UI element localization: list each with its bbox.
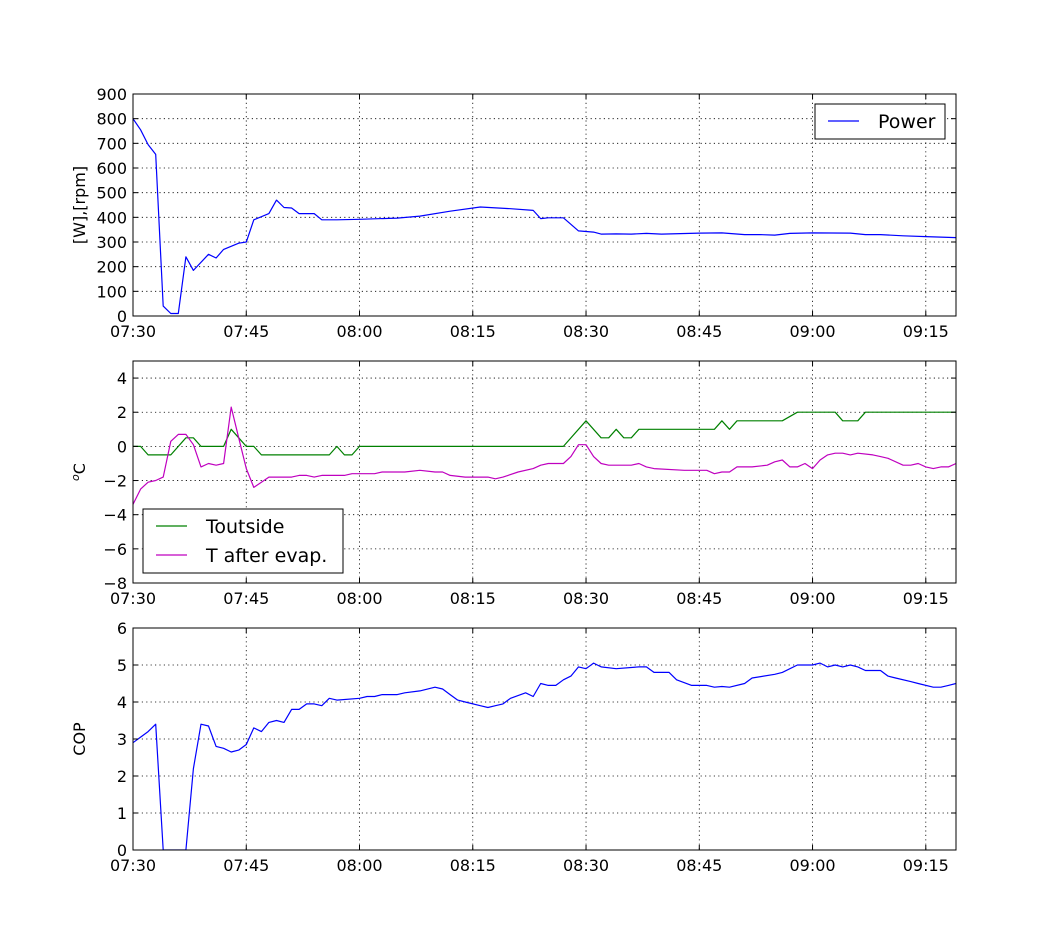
x-tick-label: 08:30 (563, 322, 609, 341)
y-axis-label: oC (69, 463, 89, 481)
x-tick-label: 08:15 (450, 856, 496, 875)
x-tick-label: 07:30 (110, 589, 156, 608)
x-tick-label: 08:45 (676, 322, 722, 341)
x-tick-label: 09:00 (789, 589, 835, 608)
x-tick-label: 08:00 (336, 856, 382, 875)
y-axis-label: COP (70, 722, 89, 756)
subplots: 07:30 07:45 08:00 08:15 08:30 08:45 09:00 09:15… (69, 85, 957, 875)
y-tick-label: 5 (117, 656, 127, 675)
y-tick-label: 2 (117, 767, 127, 786)
y-axis-label: [W],[rpm] (70, 166, 89, 244)
y-tick-label: −8 (103, 574, 127, 593)
series-line-cop (133, 662, 956, 850)
x-tick-label: 09:15 (903, 322, 949, 341)
y-tick-label: 700 (96, 134, 127, 153)
y-tick-label: 500 (96, 184, 127, 203)
y-tick-label: 800 (96, 110, 127, 129)
x-tick-label: 09:15 (903, 589, 949, 608)
x-tick-label: 07:45 (223, 856, 269, 875)
y-tick-label: 400 (96, 208, 127, 227)
y-tick-label: −6 (103, 540, 127, 559)
x-tick-label: 08:45 (676, 589, 722, 608)
y-tick-label: 3 (117, 730, 127, 749)
x-tick-label: 08:00 (336, 589, 382, 608)
subplot-3: 07:30 07:45 08:00 08:15 08:30 08:45 09:00 09:15… (70, 619, 957, 875)
x-tick-label: 08:45 (676, 856, 722, 875)
subplot-2: 07:30 07:45 08:00 08:15 08:30 08:45 09:00 09:15… (69, 360, 957, 608)
x-tick-label: 08:30 (563, 856, 609, 875)
y-axis-label-main: C (70, 463, 89, 474)
axes-frame (132, 360, 957, 584)
x-tick-label: 08:00 (336, 322, 382, 341)
x-tick-label: 07:45 (223, 322, 269, 341)
x-tick-label: 09:15 (903, 856, 949, 875)
subplot-1: 07:30 07:45 08:00 08:15 08:30 08:45 09:00 09:15… (70, 85, 957, 341)
y-tick-label: 0 (117, 307, 127, 326)
y-tick-label: −2 (103, 472, 127, 491)
y-tick-label: 4 (117, 693, 127, 712)
x-tick-label: 09:00 (789, 322, 835, 341)
y-tick-label: 6 (117, 619, 127, 638)
y-tick-label: 1 (117, 804, 127, 823)
x-tick-label: 09:00 (789, 856, 835, 875)
y-tick-label: 600 (96, 159, 127, 178)
y-tick-label: 0 (117, 841, 127, 860)
x-tick-label: 07:30 (110, 322, 156, 341)
y-tick-label: 0 (117, 437, 127, 456)
y-tick-label: 900 (96, 85, 127, 104)
x-tick-label: 08:30 (563, 589, 609, 608)
legend: Power (814, 103, 946, 140)
series-line-t-after-evap- (133, 406, 956, 505)
legend-frame (142, 508, 344, 574)
x-tick-label: 08:15 (450, 589, 496, 608)
legend-label: Toutside (205, 516, 284, 538)
y-tick-label: −4 (103, 506, 127, 525)
y-axis-label-superscript: o (69, 474, 82, 481)
legend-label: Power (878, 111, 936, 133)
y-tick-label: 200 (96, 258, 127, 277)
y-tick-label: 4 (117, 369, 127, 388)
x-tick-label: 07:45 (223, 589, 269, 608)
x-tick-label: 08:15 (450, 322, 496, 341)
series-line-toutside (133, 411, 956, 456)
series-line-power (133, 118, 956, 315)
legend-label: T after evap. (205, 545, 327, 567)
axes-frame (132, 93, 957, 317)
y-tick-label: 2 (117, 403, 127, 422)
legend: Toutside T after evap. (142, 508, 344, 574)
y-tick-label: 300 (96, 233, 127, 252)
y-tick-label: 100 (96, 282, 127, 301)
x-tick-label: 07:30 (110, 856, 156, 875)
